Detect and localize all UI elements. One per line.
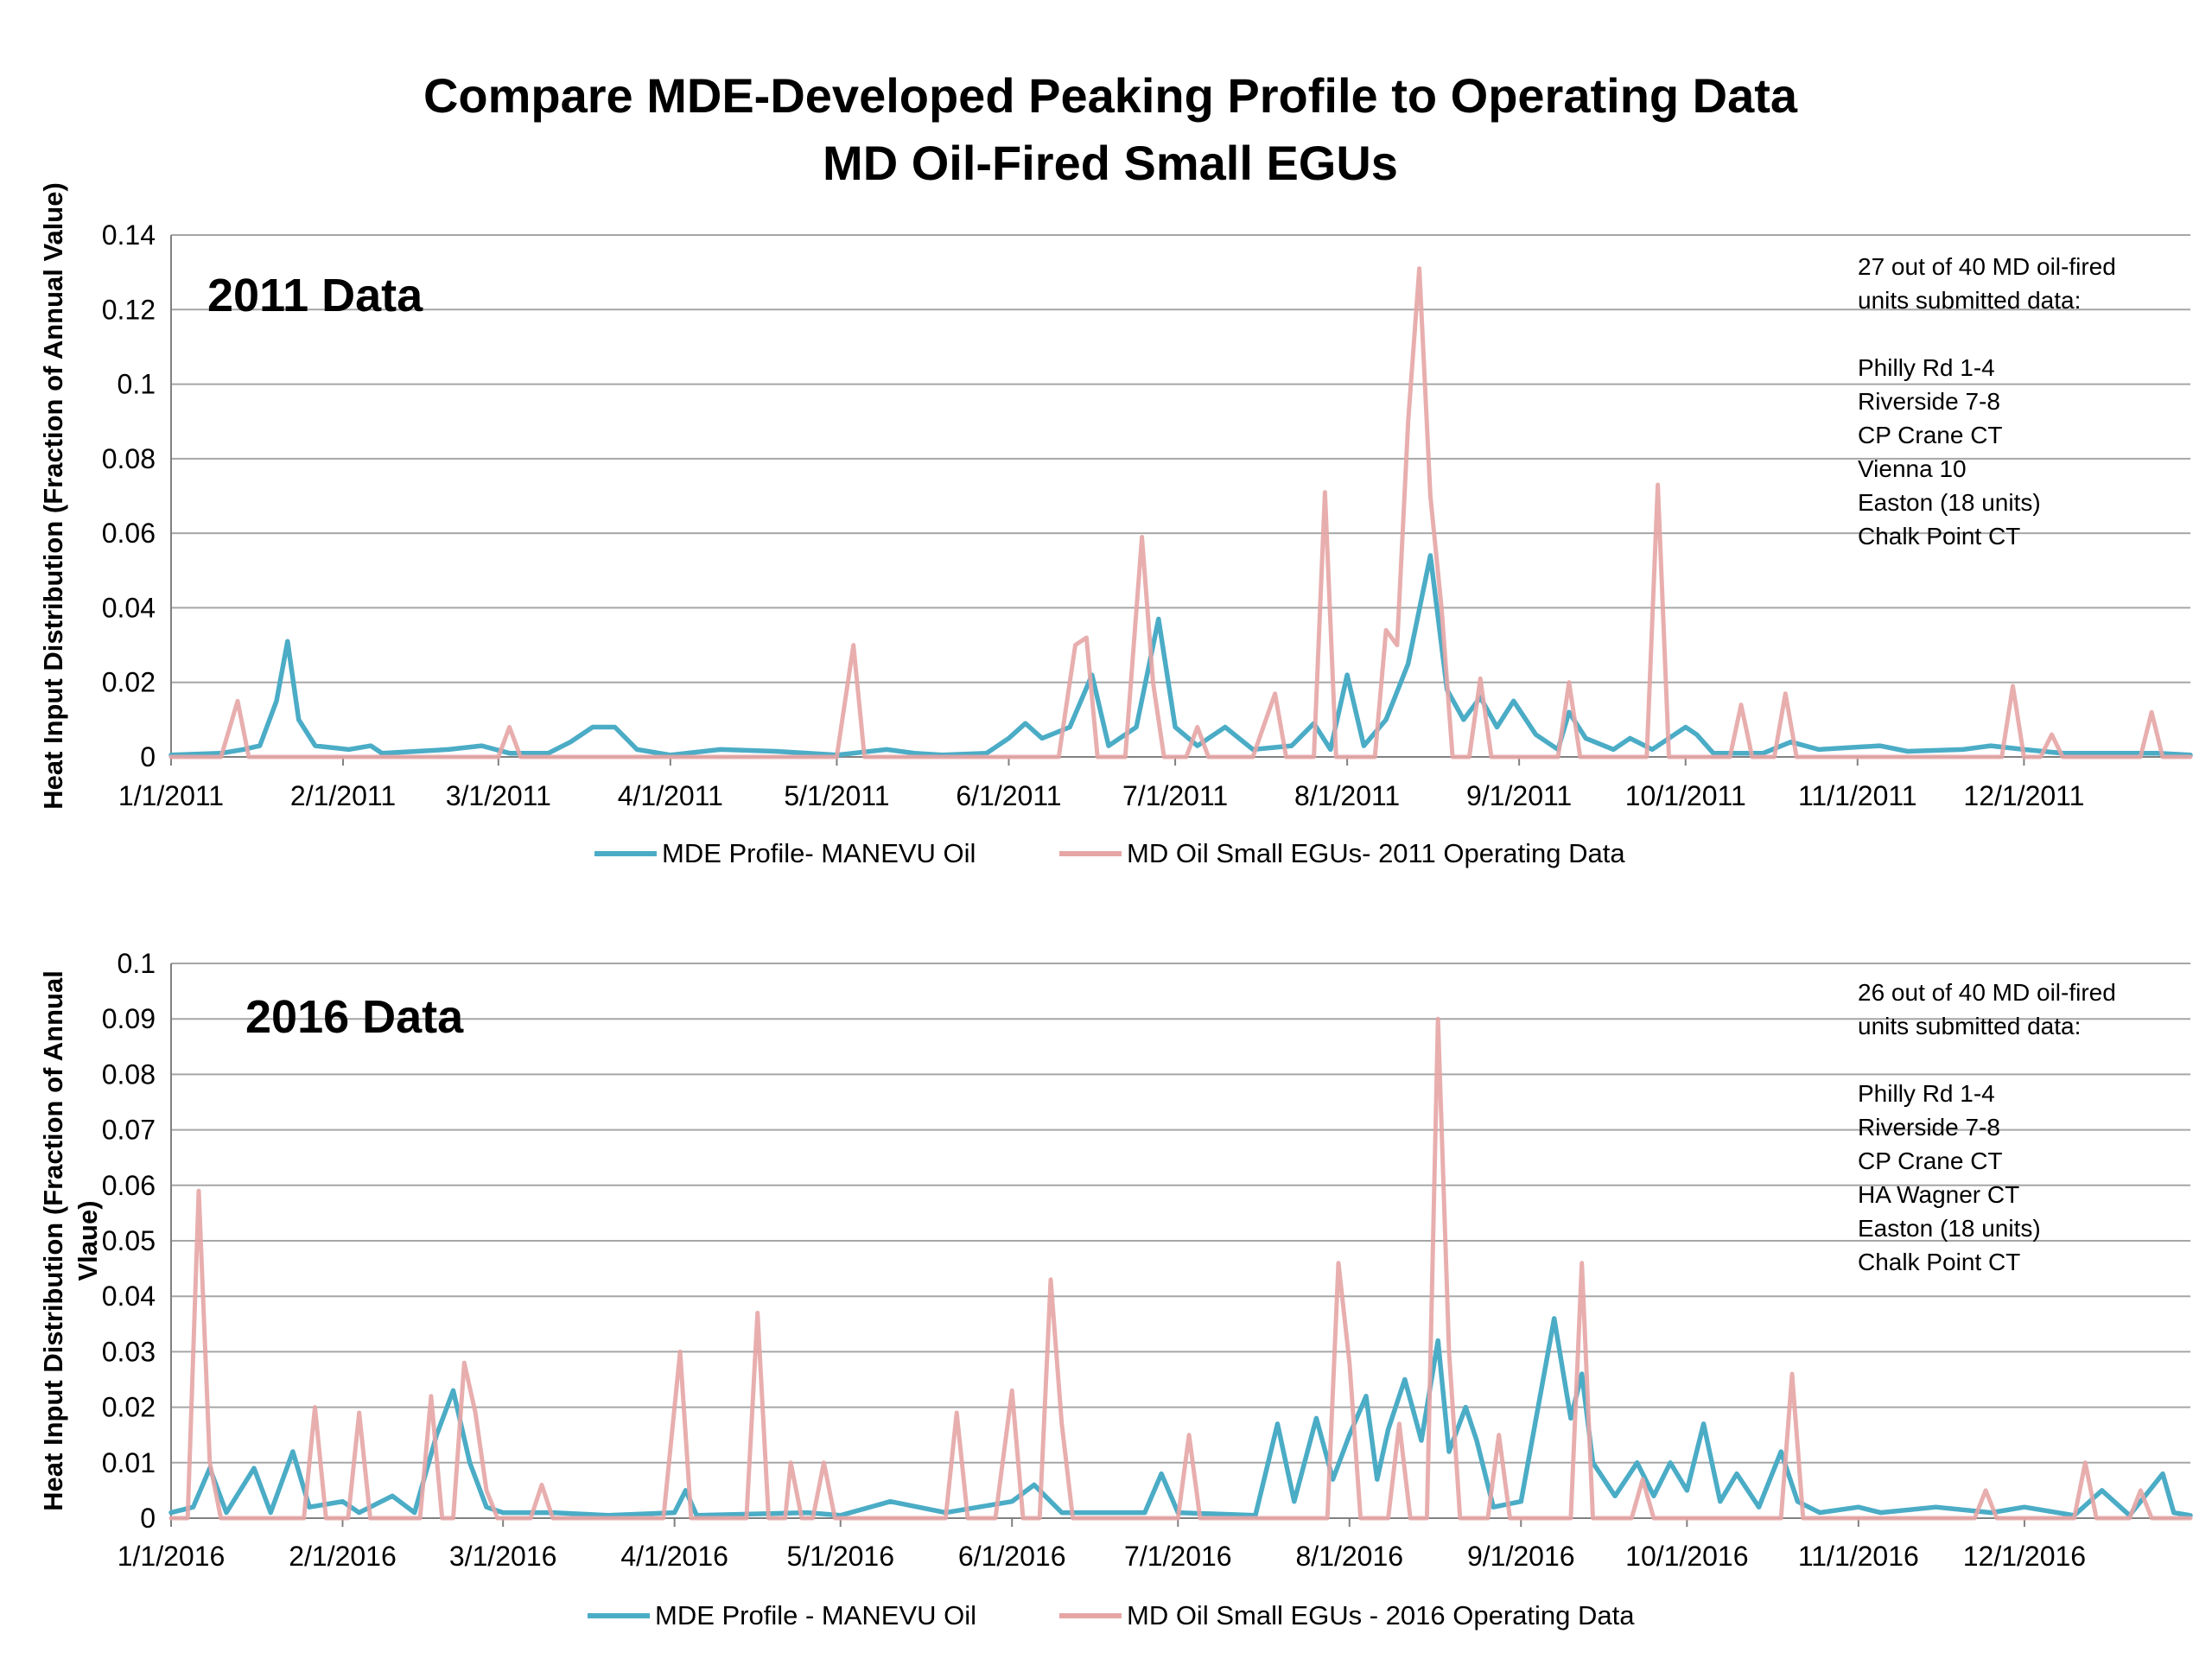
annotation-line: Chalk Point CT xyxy=(1858,1249,2020,1275)
y-tick-label: 0.1 xyxy=(118,369,156,400)
x-tick-label: 10/1/2011 xyxy=(1625,780,1746,811)
x-tick-label: 5/1/2016 xyxy=(786,1541,894,1572)
annotation-line: units submitted data: xyxy=(1858,287,2081,314)
annotation-line: HA Wagner CT xyxy=(1858,1181,2019,1208)
y-tick-label: 0.03 xyxy=(102,1336,156,1367)
x-tick-label: 12/1/2016 xyxy=(1963,1541,2086,1572)
x-tick-label: 12/1/2011 xyxy=(1963,780,2084,811)
chart-panel-2016: 0 0.01 0.02 0.03 0.04 0.05 0.06 0.07 0.08 0.09 0.1… xyxy=(38,948,2193,1630)
x-tick-label: 7/1/2016 xyxy=(1124,1541,1232,1572)
x-tick-label: 6/1/2011 xyxy=(956,780,1061,811)
annotation-line: 27 out of 40 MD oil-fired xyxy=(1858,253,2116,280)
series-line-mde-profile xyxy=(168,1316,2193,1518)
y-tick-label: 0.07 xyxy=(102,1115,156,1146)
y-tick-label: 0.05 xyxy=(102,1225,156,1256)
x-tick-label: 1/1/2016 xyxy=(118,1541,226,1572)
x-tick-label: 4/1/2016 xyxy=(620,1541,728,1572)
x-tick-label: 2/1/2016 xyxy=(289,1541,397,1572)
y-axis-title: Heat Input Distribution (Fraction of Ann… xyxy=(38,970,103,1511)
annotation-line: units submitted data: xyxy=(1858,1013,2081,1039)
x-tick-label: 7/1/2011 xyxy=(1122,780,1228,811)
annotation-line: CP Crane CT xyxy=(1858,1147,2003,1174)
annotation-line: Riverside 7-8 xyxy=(1858,1114,2000,1141)
x-tick-label: 9/1/2011 xyxy=(1466,780,1572,811)
legend-label: MD Oil Small EGUs - 2016 Operating Data xyxy=(1127,1600,1635,1630)
y-tick-label: 0.08 xyxy=(102,1058,156,1090)
x-tick-label: 3/1/2011 xyxy=(446,780,551,811)
annotation-line: Philly Rd 1-4 xyxy=(1858,1080,1995,1107)
annotation-line: Riverside 7-8 xyxy=(1858,388,2000,415)
annotation-line: CP Crane CT xyxy=(1858,422,2003,448)
x-tick-label: 11/1/2016 xyxy=(1798,1541,1919,1572)
x-tick-label: 8/1/2011 xyxy=(1294,780,1400,811)
annotation-line: Vienna 10 xyxy=(1858,455,1967,482)
x-tick-label: 5/1/2011 xyxy=(784,780,889,811)
chart-title-line2: MD Oil-Fired Small EGUs xyxy=(823,136,1398,190)
x-tick-label: 4/1/2011 xyxy=(618,780,723,811)
x-tick-label: 9/1/2016 xyxy=(1467,1541,1575,1572)
y-tick-label: 0.06 xyxy=(102,518,156,549)
y-tick-label: 0 xyxy=(140,741,156,772)
y-tick-label: 0.02 xyxy=(102,1392,156,1423)
legend-label: MD Oil Small EGUs- 2011 Operating Data xyxy=(1127,838,1625,868)
x-tick-label: 8/1/2016 xyxy=(1296,1541,1404,1572)
series-line-mde-profile xyxy=(168,553,2193,758)
y-tick-label: 0.1 xyxy=(118,948,156,979)
x-tick-label: 6/1/2016 xyxy=(958,1541,1066,1572)
chart-title-line1: Compare MDE-Developed Peaking Profile to… xyxy=(423,68,1798,123)
series-line-operating-data xyxy=(168,1016,2193,1521)
panel-label: 2011 Data xyxy=(207,270,423,321)
annotation-line: Easton (18 units) xyxy=(1858,1215,2041,1242)
y-tick-label: 0 xyxy=(140,1503,156,1534)
chart-panel-2011: 0 0.02 0.04 0.06 0.08 0.1 0.12 0.14 1/1/2011 2/1/… xyxy=(38,182,2193,868)
annotation-line: 26 out of 40 MD oil-fired xyxy=(1858,979,2116,1006)
y-tick-label: 0.04 xyxy=(102,1281,156,1312)
y-tick-label: 0.14 xyxy=(102,219,156,251)
y-tick-label: 0.01 xyxy=(102,1447,156,1478)
x-tick-label: 3/1/2016 xyxy=(449,1541,557,1572)
x-tick-label: 1/1/2011 xyxy=(118,780,224,811)
x-tick-label: 11/1/2011 xyxy=(1798,780,1917,811)
x-tick-label: 10/1/2016 xyxy=(1625,1541,1748,1572)
x-tick-label: 2/1/2011 xyxy=(290,780,396,811)
annotation-line: Philly Rd 1-4 xyxy=(1858,354,1995,381)
y-tick-label: 0.02 xyxy=(102,667,156,698)
annotation-line: Chalk Point CT xyxy=(1858,523,2020,550)
panel-label: 2016 Data xyxy=(245,991,464,1043)
y-axis-title: Heat Input Distribution (Fraction of Ann… xyxy=(38,182,68,810)
y-tick-label: 0.09 xyxy=(102,1003,156,1034)
legend-label: MDE Profile - MANEVU Oil xyxy=(655,1600,976,1630)
y-tick-label: 0.06 xyxy=(102,1170,156,1201)
series-line-operating-data xyxy=(168,266,2193,760)
legend-label: MDE Profile- MANEVU Oil xyxy=(662,838,976,868)
y-tick-label: 0.04 xyxy=(102,592,156,623)
y-tick-label: 0.08 xyxy=(102,443,156,474)
y-tick-label: 0.12 xyxy=(102,294,156,325)
annotation-line: Easton (18 units) xyxy=(1858,489,2041,516)
